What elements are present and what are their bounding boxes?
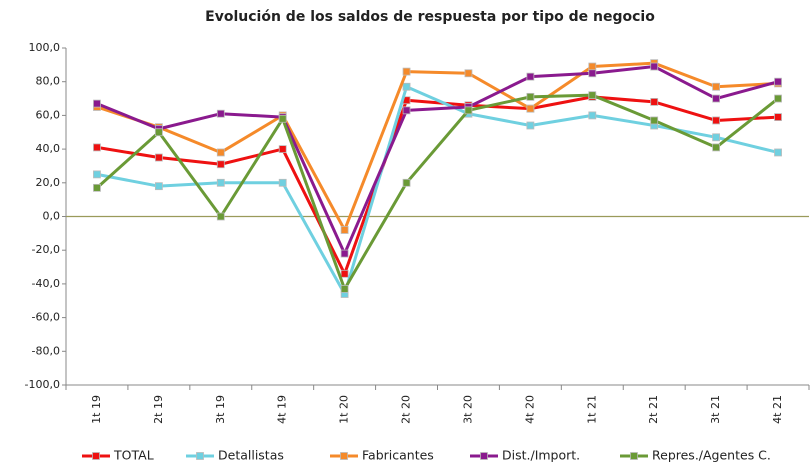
data-point (93, 99, 101, 108)
data-point (712, 116, 721, 125)
data-point (402, 178, 411, 187)
x-tick-label: 1t 20 (338, 395, 351, 424)
data-point (402, 106, 411, 115)
data-point (650, 62, 659, 71)
legend-label: TOTAL (113, 448, 154, 463)
data-point (216, 160, 225, 169)
legend-marker (630, 452, 638, 460)
x-tick-label: 1t 19 (90, 395, 103, 424)
data-point (774, 94, 782, 103)
data-point (526, 121, 535, 130)
legend-label: Dist./Import. (502, 448, 580, 463)
legend-marker (196, 452, 204, 460)
series-line (96, 61, 779, 232)
y-tick-label: 60,0 (36, 108, 61, 121)
y-tick-label: -60,0 (32, 311, 60, 324)
data-point (712, 94, 721, 103)
y-tick-label: 20,0 (36, 176, 61, 189)
y-tick-label: -40,0 (32, 277, 60, 290)
y-tick-label: -80,0 (32, 344, 60, 357)
x-tick-label: 4t 20 (523, 395, 536, 424)
data-point (712, 133, 721, 142)
data-point (526, 104, 535, 113)
data-point (650, 116, 659, 125)
y-tick-label: 40,0 (36, 142, 61, 155)
y-tick-label: 80,0 (36, 75, 61, 88)
x-tick-label: 3t 19 (214, 395, 227, 424)
legend-marker (480, 452, 488, 460)
data-point (154, 182, 163, 191)
data-point (464, 106, 473, 115)
chart-title: Evolución de los saldos de respuesta por… (205, 9, 655, 25)
x-tick-label: 4t 21 (771, 395, 784, 424)
legend-label: Fabricantes (362, 448, 434, 463)
data-point (154, 153, 163, 162)
data-point (588, 91, 597, 100)
data-point (278, 114, 287, 123)
data-point (340, 226, 349, 234)
y-tick-label: -100,0 (25, 378, 60, 391)
x-tick-label: 2t 21 (647, 395, 660, 424)
data-point (216, 212, 225, 221)
data-point (340, 269, 349, 278)
data-point (154, 128, 163, 137)
data-point (402, 67, 411, 76)
data-point (588, 69, 597, 78)
series-line (96, 65, 779, 256)
x-tick-label: 2t 19 (152, 395, 165, 424)
data-point (340, 285, 349, 293)
legend-label: Detallistas (218, 448, 284, 463)
y-tick-label: 0,0 (43, 210, 61, 223)
x-tick-label: 4t 19 (276, 395, 289, 424)
data-point (650, 98, 659, 106)
data-point (278, 145, 287, 154)
data-point (526, 72, 535, 81)
data-point (216, 148, 225, 157)
series-line (96, 85, 779, 296)
data-point (774, 113, 782, 121)
data-point (712, 143, 721, 152)
legend-marker (92, 452, 100, 460)
data-point (216, 178, 225, 187)
x-tick-label: 3t 20 (461, 395, 474, 424)
data-point (588, 62, 597, 71)
x-tick-label: 3t 21 (709, 395, 722, 424)
data-point (93, 170, 101, 179)
legend-label: Repres./Agentes C. (652, 448, 771, 463)
data-point (93, 183, 101, 192)
data-point (340, 249, 349, 258)
data-point (464, 69, 473, 78)
data-point (216, 109, 225, 118)
x-tick-label: 2t 20 (400, 395, 413, 424)
data-point (774, 148, 782, 157)
series-line (95, 93, 779, 291)
data-point (526, 92, 535, 101)
x-tick-label: 1t 21 (585, 395, 598, 424)
data-point (774, 77, 782, 86)
legend-marker (340, 452, 348, 460)
data-point (588, 111, 597, 120)
series-line (96, 95, 779, 276)
data-point (278, 178, 287, 187)
data-point (93, 143, 101, 152)
data-point (712, 82, 721, 91)
y-tick-label: -20,0 (32, 243, 60, 256)
data-point (402, 82, 411, 91)
y-tick-label: 100,0 (29, 41, 61, 54)
